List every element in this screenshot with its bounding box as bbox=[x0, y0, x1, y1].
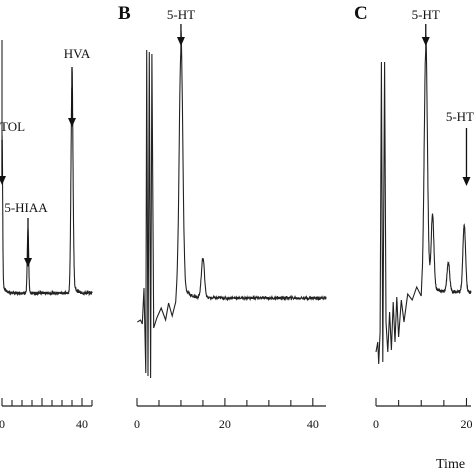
annotation-arrow-head bbox=[421, 37, 430, 46]
annotation-label: HVA bbox=[64, 46, 91, 61]
annotation-label: 5-HT bbox=[412, 7, 440, 22]
annotation-arrow-head bbox=[0, 176, 6, 185]
chromatogram-trace bbox=[375, 34, 472, 365]
annotation-label: 5-HT bbox=[446, 109, 474, 124]
x-axis-title: Time bbox=[436, 457, 465, 472]
x-tick-label: 0 bbox=[0, 417, 5, 431]
panel-letter-b: B bbox=[118, 3, 131, 24]
x-tick-label: 20 bbox=[460, 417, 472, 431]
chromatogram-trace bbox=[1, 40, 93, 297]
x-tick-label: 40 bbox=[76, 417, 88, 431]
x-tick-label: 40 bbox=[307, 417, 319, 431]
panel-b: B 0 20 40 5-HT bbox=[118, 3, 327, 431]
annotation-arrow-head bbox=[68, 118, 76, 127]
annotation-arrow-head bbox=[176, 37, 185, 46]
panel-a: 0 40 TOL 5-HIAA HVA bbox=[0, 40, 93, 431]
chromatogram-trace bbox=[137, 31, 327, 379]
annotation-arrow-head bbox=[462, 177, 471, 186]
annotation-arrow-head bbox=[24, 258, 32, 267]
x-tick-label: 0 bbox=[373, 417, 379, 431]
x-tick-label: 20 bbox=[219, 417, 231, 431]
annotation-label: TOL bbox=[0, 119, 25, 134]
panel-c: C 0 20 5-HT 5-HT bbox=[354, 3, 474, 431]
x-tick-label: 0 bbox=[134, 417, 140, 431]
panel-letter-c: C bbox=[354, 3, 368, 24]
annotation-label: 5-HT bbox=[167, 7, 195, 22]
annotation-label: 5-HIAA bbox=[4, 200, 48, 215]
